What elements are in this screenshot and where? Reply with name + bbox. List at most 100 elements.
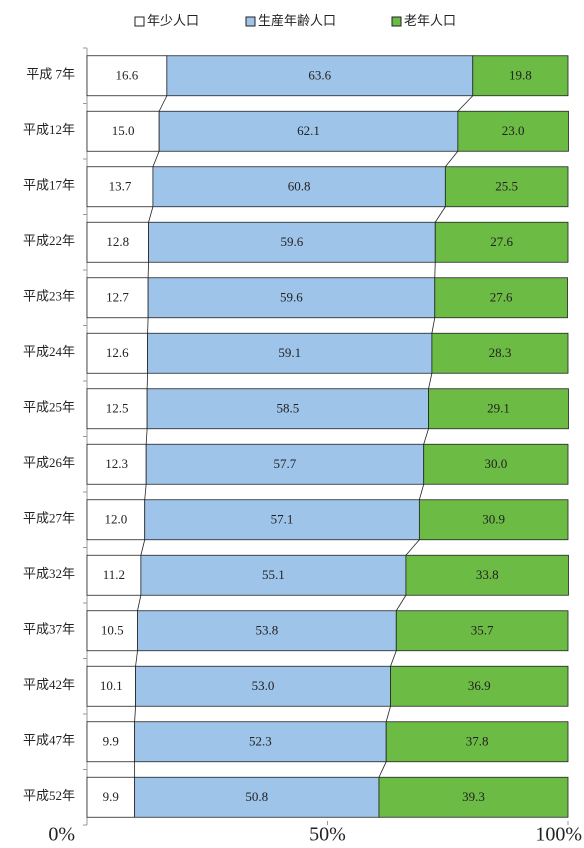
legend-label: 年少人口 bbox=[147, 13, 199, 28]
data-label: 29.1 bbox=[487, 401, 510, 416]
series-line bbox=[152, 151, 160, 167]
data-label: 55.1 bbox=[262, 567, 285, 582]
data-label: 58.5 bbox=[276, 401, 299, 416]
category-label: 平成42年 bbox=[23, 677, 75, 692]
bar-segment bbox=[434, 221, 569, 263]
data-label: 50.8 bbox=[245, 789, 268, 804]
category-label: 平成 7年 bbox=[26, 67, 75, 82]
data-label: 10.5 bbox=[101, 623, 124, 638]
category-label: 平成26年 bbox=[23, 455, 75, 470]
bar-segment bbox=[86, 443, 147, 485]
data-label: 57.1 bbox=[271, 512, 294, 527]
series-line bbox=[405, 539, 420, 556]
bar-segment bbox=[86, 776, 136, 818]
bar-segment bbox=[86, 277, 149, 319]
data-label: 59.6 bbox=[281, 234, 304, 249]
bar-segment bbox=[134, 721, 387, 763]
x-tick-label: 100% bbox=[535, 824, 582, 846]
bar-segment bbox=[134, 776, 380, 818]
data-label: 36.9 bbox=[468, 678, 491, 693]
bar-segment bbox=[390, 665, 569, 707]
bar-segment bbox=[144, 499, 420, 541]
data-label: 10.1 bbox=[100, 678, 123, 693]
bar-segment bbox=[457, 110, 569, 152]
category-label: 平成22年 bbox=[23, 233, 75, 248]
data-label: 9.9 bbox=[103, 734, 119, 749]
data-label: 30.9 bbox=[482, 512, 505, 527]
bar-segment bbox=[378, 776, 569, 818]
bar-segment bbox=[86, 221, 149, 263]
series-line bbox=[134, 706, 136, 722]
series-line bbox=[395, 595, 407, 611]
data-label: 35.7 bbox=[471, 623, 494, 638]
bar-segment bbox=[86, 554, 142, 596]
series-line bbox=[431, 317, 436, 334]
series-line bbox=[148, 206, 154, 223]
data-label: 57.7 bbox=[274, 456, 297, 471]
bar-segment bbox=[147, 277, 436, 319]
bar-segment bbox=[145, 443, 425, 485]
data-label: 23.0 bbox=[502, 123, 525, 138]
category-label: 平成12年 bbox=[23, 122, 75, 137]
data-label: 28.3 bbox=[489, 345, 512, 360]
data-label: 25.5 bbox=[495, 179, 518, 194]
series-line bbox=[158, 95, 168, 112]
data-label: 30.0 bbox=[484, 456, 507, 471]
data-label: 15.0 bbox=[112, 123, 135, 138]
series-line bbox=[428, 373, 433, 389]
data-label: 59.1 bbox=[278, 345, 301, 360]
bar-segment bbox=[385, 721, 569, 763]
bar-segment bbox=[86, 55, 168, 97]
bar-segment bbox=[472, 55, 569, 97]
series-line bbox=[140, 539, 146, 556]
data-label: 12.0 bbox=[104, 512, 127, 527]
data-label: 27.6 bbox=[490, 290, 513, 305]
data-label: 33.8 bbox=[476, 567, 499, 582]
x-tick-label: 0% bbox=[48, 824, 75, 846]
category-label: 平成17年 bbox=[23, 178, 75, 193]
data-label: 12.8 bbox=[106, 234, 129, 249]
data-label: 63.6 bbox=[308, 68, 331, 83]
series-line bbox=[378, 761, 387, 778]
bar-segment bbox=[86, 166, 154, 208]
data-label: 16.6 bbox=[116, 68, 139, 83]
bar-segment bbox=[418, 499, 569, 541]
series-line bbox=[423, 428, 429, 445]
bar-segment bbox=[158, 110, 459, 152]
data-label: 11.2 bbox=[103, 567, 125, 582]
category-label: 平成52年 bbox=[23, 788, 75, 803]
bar-segment bbox=[135, 665, 391, 707]
category-label: 平成32年 bbox=[23, 566, 75, 581]
data-label: 62.1 bbox=[297, 123, 320, 138]
series-line bbox=[145, 428, 148, 445]
data-label: 59.6 bbox=[280, 290, 303, 305]
legend-swatch bbox=[134, 16, 145, 27]
bar-segment bbox=[152, 166, 446, 208]
data-label: 13.7 bbox=[109, 179, 132, 194]
bar-segment bbox=[86, 388, 148, 430]
data-label: 52.3 bbox=[249, 734, 272, 749]
data-label: 12.6 bbox=[106, 345, 129, 360]
bar-segment bbox=[431, 332, 569, 374]
bar-segment bbox=[166, 55, 474, 97]
legend-swatch bbox=[391, 16, 402, 27]
data-label: 27.6 bbox=[490, 234, 513, 249]
data-label: 12.3 bbox=[105, 456, 128, 471]
data-label: 9.9 bbox=[103, 789, 119, 804]
data-label: 12.7 bbox=[106, 290, 129, 305]
series-line bbox=[434, 206, 446, 223]
category-label: 平成27年 bbox=[23, 511, 75, 526]
category-label: 平成47年 bbox=[23, 733, 75, 748]
series-line bbox=[144, 484, 147, 500]
bar-segment bbox=[86, 332, 149, 374]
legend-swatch bbox=[245, 16, 256, 27]
data-label: 37.8 bbox=[466, 734, 489, 749]
bar-segment bbox=[444, 166, 569, 208]
series-line bbox=[457, 95, 474, 112]
series-line bbox=[135, 650, 138, 667]
category-label: 平成23年 bbox=[23, 289, 75, 304]
series-line bbox=[418, 484, 425, 500]
bar-segment bbox=[148, 221, 436, 263]
data-label: 53.0 bbox=[252, 678, 275, 693]
